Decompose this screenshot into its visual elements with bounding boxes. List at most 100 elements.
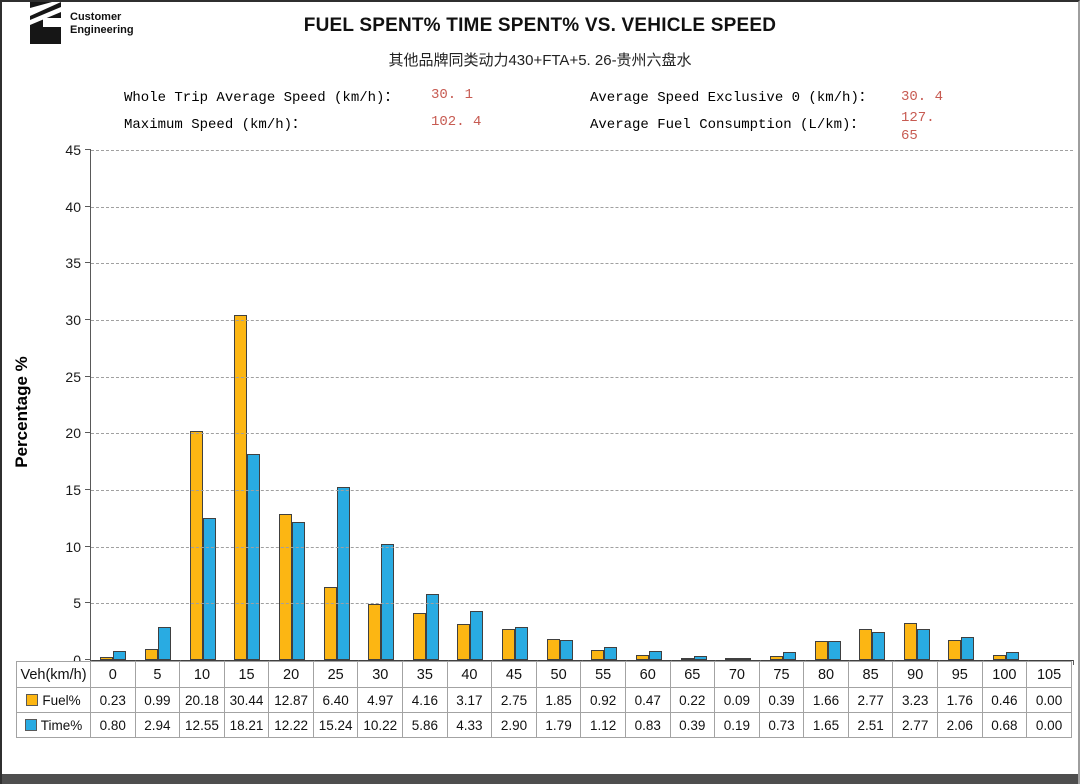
bar-fuel-70 [725,658,739,660]
bar-time-45 [515,627,529,660]
y-tick-0 [85,659,91,660]
y-tick-25 [85,375,91,377]
cell-fuel-105: 0.00 [1026,687,1072,713]
gridline-40 [91,206,1073,208]
bar-fuel-20 [278,514,292,660]
gridline-10 [91,546,1073,548]
y-tick-20 [85,432,91,434]
column-header-90: 90 [892,661,938,688]
column-header-15: 15 [223,661,270,688]
bar-group-20 [270,150,315,660]
bar-group-25 [314,150,359,660]
bar-fuel-75 [769,656,783,660]
bar-time-5 [157,627,171,660]
bar-fuel-10 [189,431,203,660]
bar-fuel-95 [948,640,962,660]
bar-fuel-15 [234,315,248,660]
bar-group-15 [225,150,270,660]
y-tick-label-15: 15 [65,482,81,498]
cell-fuel-80: 1.66 [803,687,849,713]
bar-fuel-100 [993,655,1007,660]
bar-group-70 [716,150,761,660]
bar-group-90 [895,150,940,660]
bar-time-50 [559,640,573,660]
legend-swatch-time-icon [24,718,37,731]
bar-group-0 [91,150,136,660]
column-header-60: 60 [624,661,671,688]
y-tick-label-45: 45 [65,142,81,158]
cell-fuel-20: 12.87 [268,687,314,713]
cell-fuel-60: 0.47 [624,687,671,713]
legend-label: Time% [40,717,83,733]
gridline-5 [91,603,1073,605]
y-tick-5 [85,602,91,604]
cell-time-90: 2.77 [892,712,938,738]
bar-time-55 [604,647,618,660]
cell-fuel-70: 0.09 [714,687,760,713]
cell-fuel-25: 6.40 [312,687,359,713]
cell-fuel-85: 2.77 [847,687,894,713]
y-tick-35 [85,262,91,264]
stat-label-whole-trip-avg-speed: Whole Trip Average Speed (km/h)： [124,90,399,106]
cell-time-80: 1.65 [803,712,849,738]
stat-label-avg-speed-exclusive-0: Average Speed Exclusive 0 (km/h)： [590,90,873,106]
column-header-70: 70 [714,661,760,688]
bar-time-70 [738,658,752,660]
cell-time-30: 10.22 [357,712,404,738]
bar-fuel-25 [323,587,337,660]
cummins-c-icon [30,2,64,44]
bar-fuel-90 [903,623,917,660]
bar-time-15 [247,454,261,660]
bar-fuel-50 [546,639,560,660]
y-tick-label-20: 20 [65,425,81,442]
cell-time-65: 0.39 [669,712,716,738]
stat-label-avg-fuel-consumption: Average Fuel Consumption (L/km)： [590,117,865,133]
bar-fuel-30 [368,604,382,660]
bar-time-40 [470,611,484,660]
bar-group-95 [939,150,984,660]
column-header-30: 30 [357,661,404,688]
logo-line1: Customer [70,11,122,23]
y-tick-label-40: 40 [65,198,81,215]
cell-time-95: 2.06 [936,712,983,738]
cell-time-15: 18.21 [223,712,270,738]
table-row-fuel: Fuel% 0.23 0.99 20.18 30.44 12.87 6.40 4.97 4.16… [16,687,1072,713]
bar-time-90 [916,629,930,660]
cell-time-75: 0.73 [758,712,805,738]
bar-fuel-55 [591,650,605,660]
column-header-80: 80 [803,661,849,688]
y-tick-40 [85,205,91,207]
bar-time-30 [381,544,395,660]
cell-time-35: 5.86 [402,712,448,738]
y-tick-45 [85,149,91,150]
bar-series-container [91,150,1073,660]
logo-line2: Engineering [70,24,134,36]
cell-fuel-50: 1.85 [535,687,582,713]
bar-group-50 [537,150,582,660]
column-header-40: 40 [446,661,493,688]
column-header-45: 45 [491,661,537,688]
column-header-85: 85 [847,661,894,688]
stat-value-whole-trip-avg-speed: 30. 1 [431,87,474,103]
cell-fuel-30: 4.97 [357,687,404,713]
bar-fuel-80 [814,641,828,660]
bar-fuel-0 [100,657,114,660]
cell-fuel-55: 0.92 [580,687,626,713]
cell-fuel-5: 0.99 [134,687,181,713]
column-header-65: 65 [669,661,716,688]
bar-time-80 [827,641,841,660]
cell-fuel-100: 0.46 [981,687,1028,713]
column-header-105: 105 [1026,661,1072,688]
x-tick-22 [1072,660,1074,665]
bar-group-10 [180,150,225,660]
bar-group-75 [761,150,806,660]
gridline-30 [91,320,1073,321]
y-tick-10 [85,545,91,547]
cell-time-40: 4.33 [446,712,493,738]
gridline-25 [91,376,1073,378]
cell-fuel-95: 1.76 [936,687,983,713]
gridline-45 [91,150,1073,151]
cell-fuel-45: 2.75 [491,687,537,713]
bar-group-100 [984,150,1029,660]
